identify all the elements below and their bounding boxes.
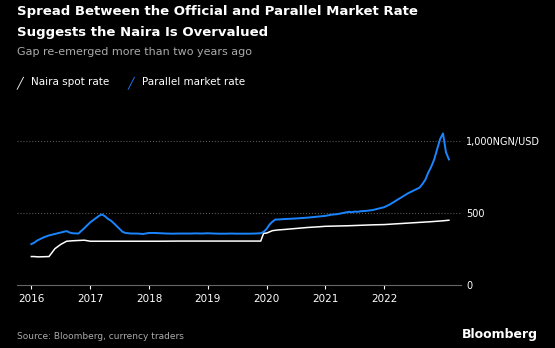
Text: Parallel market rate: Parallel market rate: [142, 77, 245, 87]
Text: Source: Bloomberg, currency traders: Source: Bloomberg, currency traders: [17, 332, 184, 341]
Text: Spread Between the Official and Parallel Market Rate: Spread Between the Official and Parallel…: [17, 5, 417, 18]
Text: Suggests the Naira Is Overvalued: Suggests the Naira Is Overvalued: [17, 26, 268, 39]
Text: ╱: ╱: [128, 77, 138, 89]
Text: Gap re-emerged more than two years ago: Gap re-emerged more than two years ago: [17, 47, 251, 57]
Text: ╱: ╱: [17, 77, 27, 89]
Text: Naira spot rate: Naira spot rate: [31, 77, 109, 87]
Text: Bloomberg: Bloomberg: [462, 328, 538, 341]
